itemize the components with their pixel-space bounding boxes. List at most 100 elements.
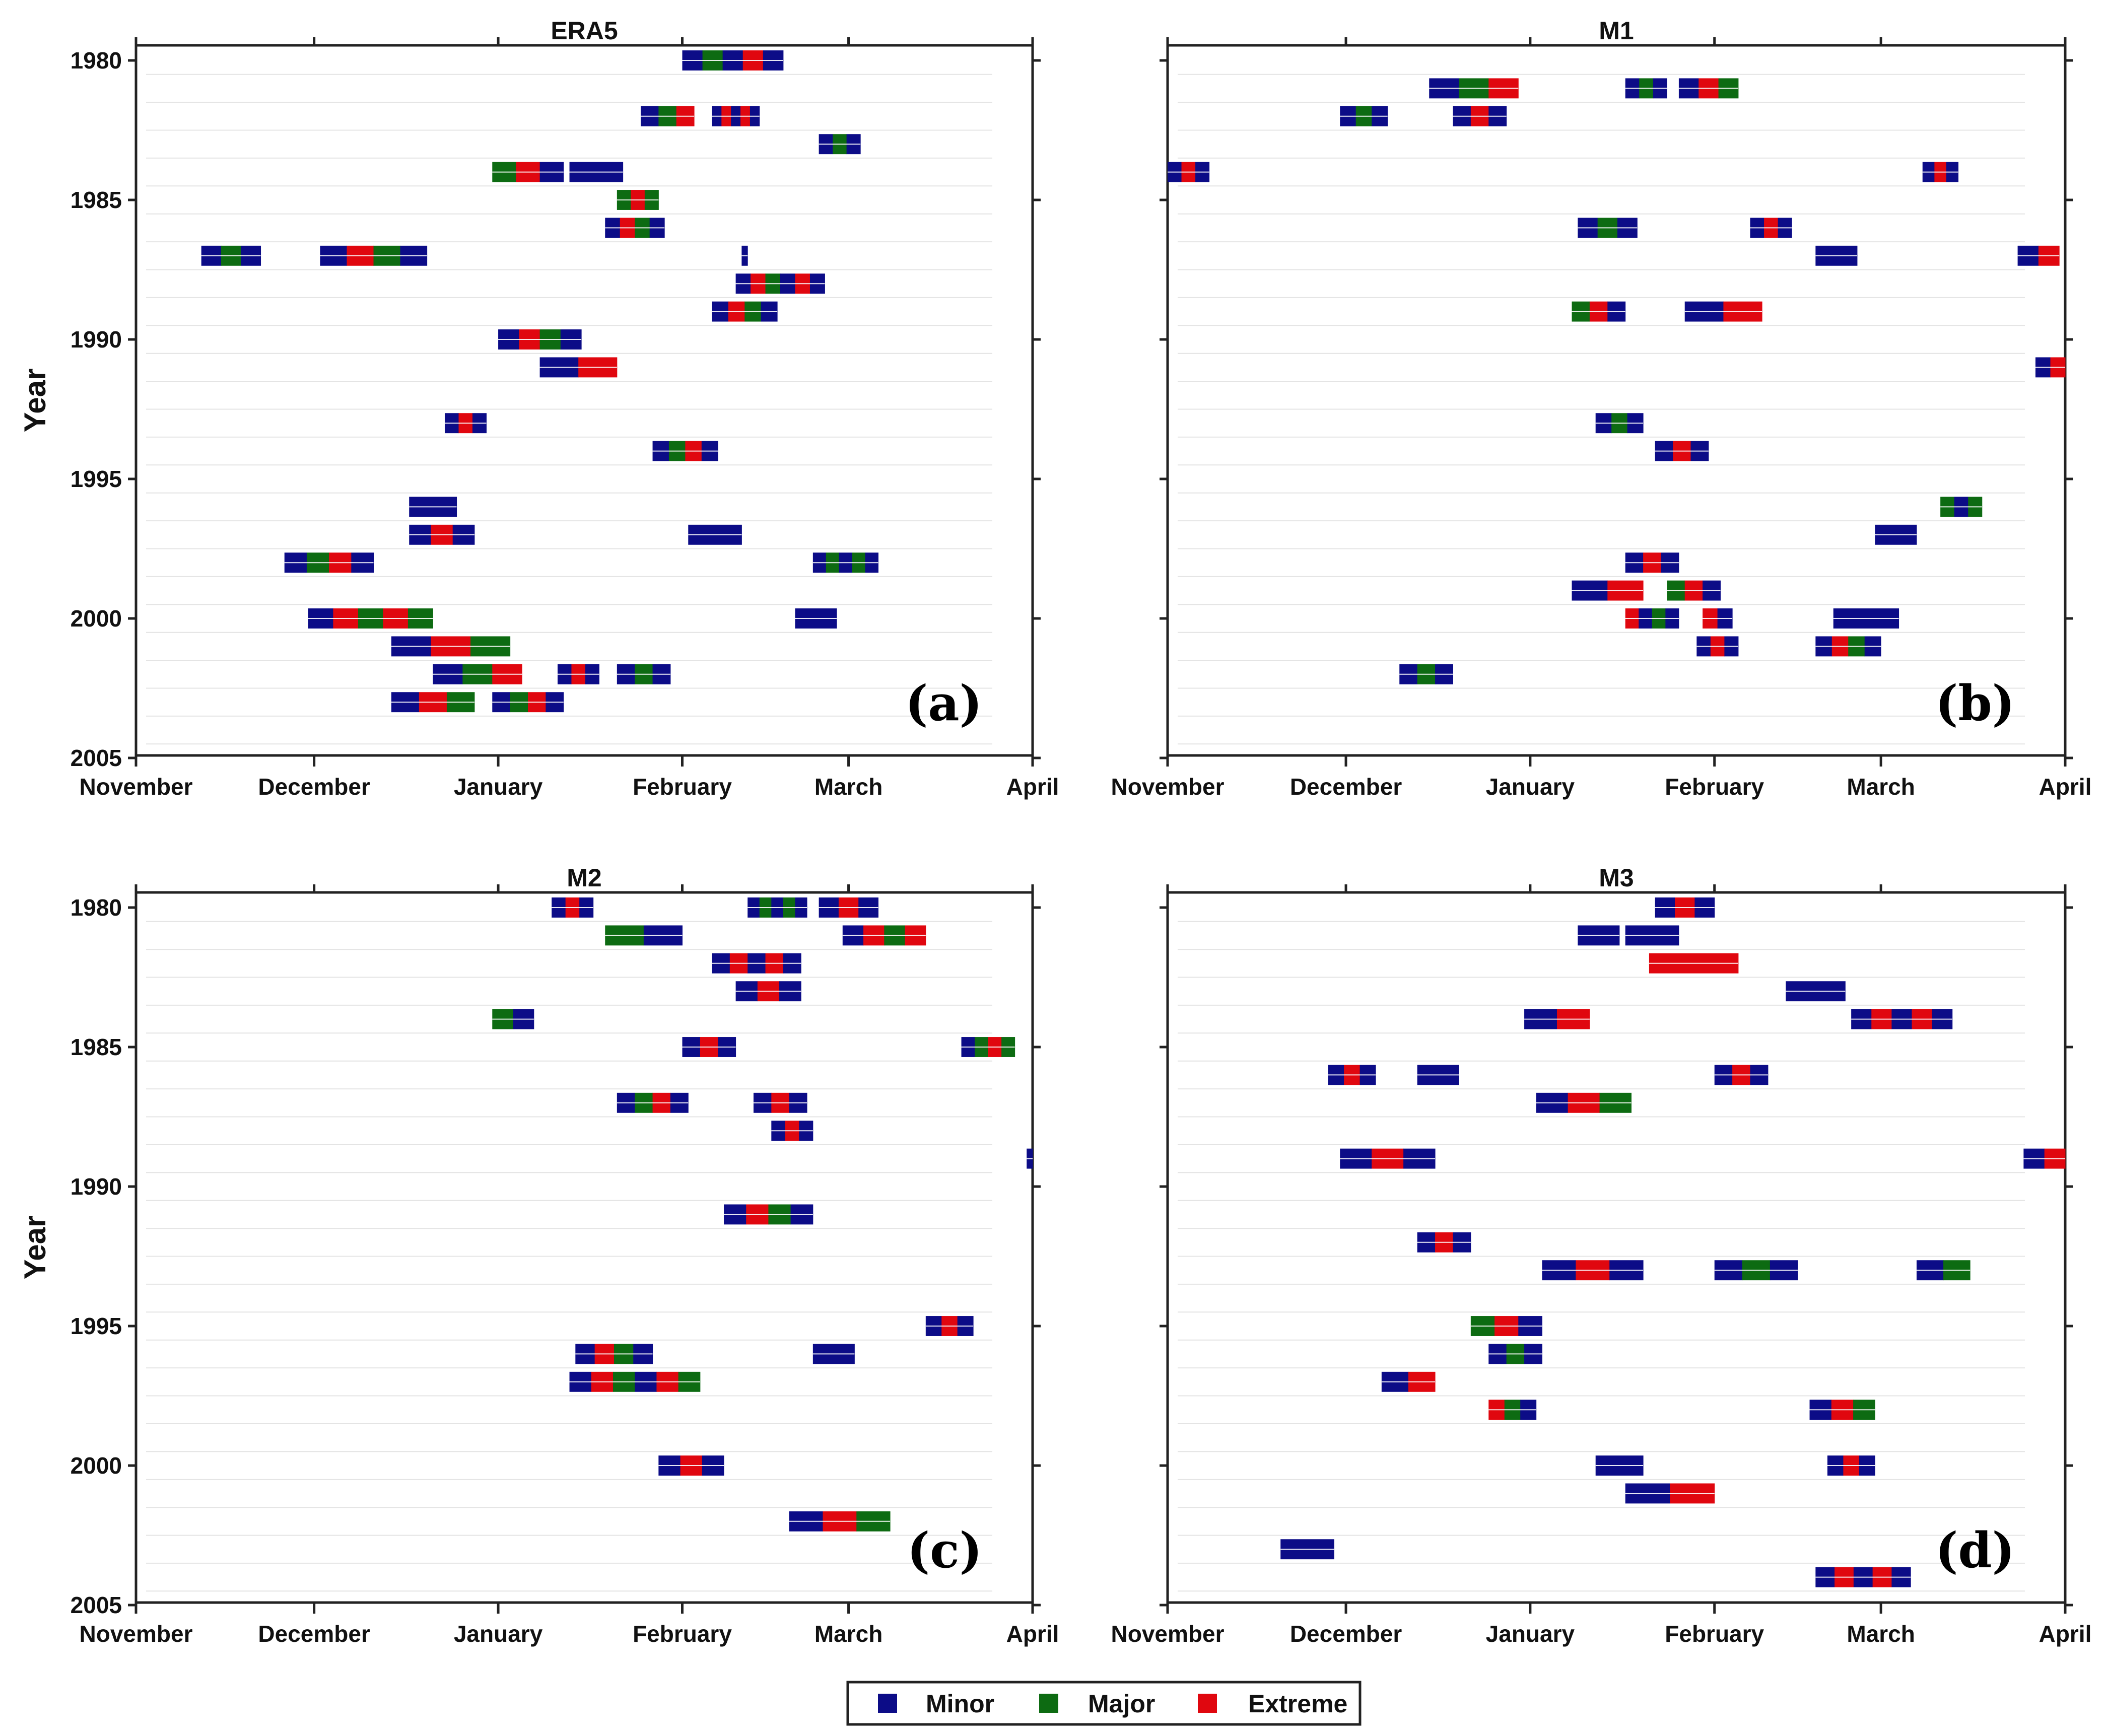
event-bar xyxy=(925,1316,974,1336)
event-bar xyxy=(284,552,374,573)
event-bar xyxy=(1328,1065,1376,1085)
x-tick-label: January xyxy=(1486,774,1575,800)
panel-3: M2 November December January February March Ap… xyxy=(18,864,1059,1647)
chart-title: M3 xyxy=(1599,864,1634,892)
event-bar xyxy=(1625,78,1667,99)
event-bar xyxy=(658,1455,724,1476)
x-tick-label: March xyxy=(1847,774,1915,800)
x-tick-label: February xyxy=(1665,1621,1764,1647)
x-tick-label: April xyxy=(1006,774,1059,800)
event-bar xyxy=(771,1121,813,1141)
event-bar xyxy=(320,245,428,266)
x-tick-label: February xyxy=(1665,774,1764,800)
event-bar xyxy=(1655,897,1715,918)
event-bar xyxy=(1678,78,1739,99)
event-bar xyxy=(605,925,683,946)
y-tick-label: 2005 xyxy=(71,745,122,771)
panel-2: M1 November December January February March Ap… xyxy=(1111,17,2092,800)
event-bar xyxy=(409,497,457,517)
y-tick-label: 1995 xyxy=(71,466,122,492)
event-bar xyxy=(617,1092,689,1113)
chart-title: ERA5 xyxy=(551,17,618,45)
x-tick-label: March xyxy=(814,1621,882,1647)
event-bar xyxy=(492,162,564,182)
event-bar xyxy=(201,245,261,266)
event-bar xyxy=(1429,78,1519,99)
event-bar xyxy=(1696,636,1739,657)
event-bar xyxy=(557,664,599,684)
event-bar xyxy=(819,897,879,918)
chart-title: M2 xyxy=(567,864,601,892)
x-tick-label: December xyxy=(1290,1621,1402,1647)
event-bar xyxy=(842,925,926,946)
event-bar xyxy=(1703,608,1733,629)
event-bar xyxy=(1922,162,1959,182)
y-axis-label: Year xyxy=(18,1216,52,1280)
event-bar xyxy=(1851,1009,1953,1029)
event-bar xyxy=(1625,925,1679,946)
event-bar xyxy=(812,1344,855,1364)
panel-label: (b) xyxy=(1935,675,2015,732)
event-bar xyxy=(1595,1455,1644,1476)
event-bar xyxy=(2017,245,2060,266)
legend-swatch-extreme xyxy=(1198,1694,1217,1713)
event-bar xyxy=(724,1204,813,1225)
x-tick-label: March xyxy=(814,774,882,800)
event-bar xyxy=(1815,245,1858,266)
legend: Minor Major Extreme xyxy=(846,1681,1362,1726)
x-tick-label: March xyxy=(1847,1621,1915,1647)
event-bar xyxy=(1488,1344,1542,1364)
event-bar xyxy=(1815,1567,1911,1587)
event-bar xyxy=(682,50,784,71)
event-bar xyxy=(1340,1148,1436,1169)
event-bar xyxy=(652,441,718,461)
event-bar xyxy=(1875,524,1917,545)
y-tick-label: 1980 xyxy=(71,47,122,74)
event-bar xyxy=(605,218,665,238)
event-bar xyxy=(1809,1400,1875,1420)
event-bar xyxy=(789,1511,891,1532)
event-bar xyxy=(712,106,760,126)
x-tick-label: February xyxy=(633,774,732,800)
event-bar xyxy=(753,1092,807,1113)
panel-4: M3 November December January February March Ap… xyxy=(1111,864,2092,1647)
event-bar xyxy=(2023,1148,2066,1169)
event-bar xyxy=(1572,301,1626,322)
event-bar xyxy=(433,664,522,684)
event-bar xyxy=(1542,1260,1644,1281)
y-tick-label: 2005 xyxy=(71,1592,122,1618)
x-tick-label: December xyxy=(258,1621,370,1647)
legend-label-extreme: Extreme xyxy=(1248,1690,1347,1718)
y-tick-label: 2000 xyxy=(71,605,122,632)
panel-label: (c) xyxy=(907,1522,982,1579)
event-bar xyxy=(1280,1539,1334,1560)
y-tick-label: 1980 xyxy=(71,894,122,921)
y-tick-label: 1990 xyxy=(71,1173,122,1200)
event-bar xyxy=(1536,1092,1632,1113)
event-bar xyxy=(819,134,861,155)
event-bar xyxy=(712,953,801,974)
event-bar xyxy=(1916,1260,1970,1281)
panel-label: (a) xyxy=(905,675,982,732)
panels: ERA5 November December January February March… xyxy=(18,17,2091,1647)
event-bar xyxy=(2035,357,2066,378)
event-bar xyxy=(498,329,582,350)
event-bar xyxy=(1625,608,1679,629)
x-tick-label: November xyxy=(80,774,193,800)
y-tick-label: 1985 xyxy=(71,1034,122,1060)
y-tick-label: 2000 xyxy=(71,1452,122,1479)
x-tick-label: January xyxy=(454,774,543,800)
event-bar xyxy=(569,162,624,182)
event-bar xyxy=(308,608,433,629)
event-bar xyxy=(1340,106,1388,126)
event-bar xyxy=(1027,1148,1033,1169)
x-tick-label: January xyxy=(454,1621,543,1647)
event-bar xyxy=(735,981,801,1002)
event-bar xyxy=(961,1037,1015,1057)
event-bar xyxy=(1684,301,1762,322)
y-tick-label: 1985 xyxy=(71,187,122,213)
event-bar xyxy=(1625,1483,1715,1504)
legend-label-major: Major xyxy=(1088,1690,1155,1718)
event-bar xyxy=(492,1009,534,1029)
event-bar xyxy=(1168,162,1210,182)
